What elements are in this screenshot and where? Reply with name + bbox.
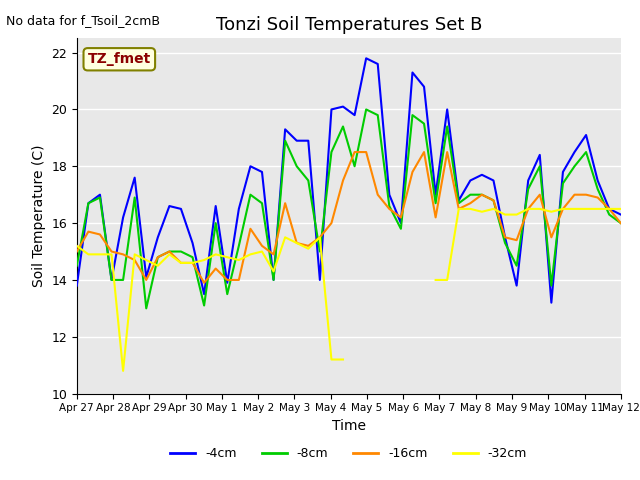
Legend: -4cm, -8cm, -16cm, -32cm: -4cm, -8cm, -16cm, -32cm	[165, 443, 532, 466]
Y-axis label: Soil Temperature (C): Soil Temperature (C)	[31, 145, 45, 287]
X-axis label: Time: Time	[332, 419, 366, 433]
Title: Tonzi Soil Temperatures Set B: Tonzi Soil Temperatures Set B	[216, 16, 482, 34]
Text: No data for f_Tsoil_2cmB: No data for f_Tsoil_2cmB	[6, 14, 161, 27]
Text: TZ_fmet: TZ_fmet	[88, 52, 151, 66]
